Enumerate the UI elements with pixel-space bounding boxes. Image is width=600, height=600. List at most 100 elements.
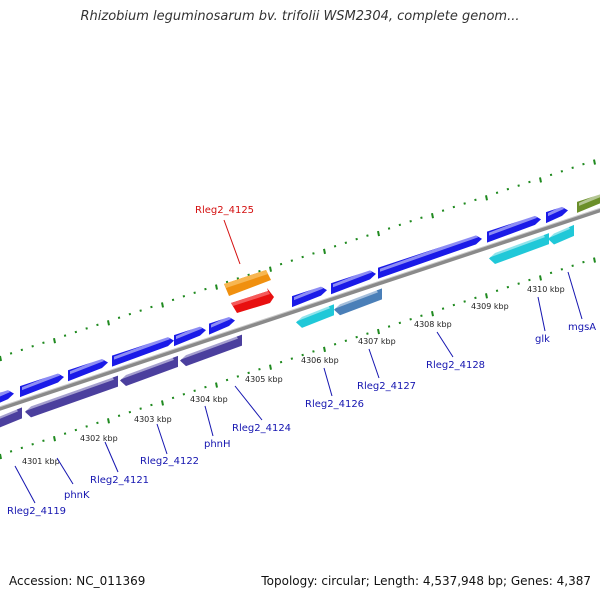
tick-mark (312, 252, 315, 255)
cds-reverse-arrow[interactable] (0, 407, 22, 429)
feature-orange-bar-top (224, 270, 268, 288)
tick-mark (150, 403, 153, 407)
kbp-label: 4307 kbp (358, 337, 396, 346)
genome-backbone (0, 208, 600, 411)
tick-mark (161, 400, 164, 406)
tick-mark (539, 275, 542, 281)
tick-mark (485, 195, 488, 201)
tick-mark (20, 446, 24, 450)
tick-mark (506, 187, 510, 191)
gene-label-rleg2-4124[interactable]: Rleg2_4124 (232, 423, 291, 434)
tick-mark (0, 453, 2, 460)
cds-reverse-arrow-shade (27, 376, 114, 411)
cds-forward-arrow-shade (294, 285, 323, 301)
cds-forward-arrow[interactable] (292, 286, 327, 308)
tick-mark (9, 450, 13, 453)
tick-mark (279, 262, 283, 266)
cds-forward-arrow[interactable] (378, 235, 482, 279)
tick-mark (528, 180, 531, 184)
tick-mark (85, 327, 88, 330)
gene-label-rleg2-4122[interactable]: Rleg2_4122 (140, 456, 199, 467)
tick-mark (495, 191, 499, 194)
tick-mark (225, 280, 229, 284)
cds-forward-arrow[interactable] (174, 326, 206, 347)
tick-mark (571, 264, 574, 267)
tick-mark (582, 162, 585, 166)
tick-mark (269, 266, 272, 272)
cds-forward-arrow[interactable] (20, 373, 64, 398)
cds-forward-arrow[interactable] (112, 337, 174, 367)
tick-mark (171, 298, 175, 302)
tick-mark (517, 282, 520, 285)
highlight-features (224, 270, 274, 313)
tick-mark (107, 418, 110, 424)
gene-label-rleg2-4125[interactable]: Rleg2_4125 (195, 205, 254, 216)
cds-forward-arrow-shade (333, 269, 372, 288)
cds-forward-arrow[interactable] (546, 206, 568, 224)
kbp-label: 4305 kbp (245, 375, 283, 384)
reverse-strand-features (0, 224, 574, 429)
cds-forward-arrow-shade (70, 357, 104, 375)
tick-mark (236, 277, 240, 280)
inner-tick-ring (0, 257, 596, 460)
gene-label-rleg2-4127[interactable]: Rleg2_4127 (357, 381, 416, 392)
gene-label-phnk[interactable]: phnK (64, 490, 90, 501)
tick-mark (269, 364, 272, 370)
cds-reverse-arrow-shade (122, 356, 174, 380)
tick-mark (539, 177, 542, 183)
gene-label-glk[interactable]: glk (535, 334, 550, 345)
gene-label-phnh[interactable]: phnH (204, 439, 231, 450)
kbp-label: 4309 kbp (471, 302, 509, 311)
outer-tick-ring (0, 159, 596, 362)
tick-mark (139, 309, 142, 312)
kbp-label: 4308 kbp (414, 320, 452, 329)
tick-mark (549, 271, 553, 275)
kbp-label: 4310 kbp (527, 285, 565, 294)
tick-mark (53, 337, 56, 344)
gene-label-rleg2-4119[interactable]: Rleg2_4119 (7, 506, 66, 517)
tick-mark (387, 227, 391, 230)
tick-mark (431, 310, 434, 317)
tick-mark (301, 353, 304, 357)
cds-forward-arrow-shade (22, 372, 60, 391)
tick-mark (31, 443, 34, 446)
gene-label-rleg2-4128[interactable]: Rleg2_4128 (426, 360, 485, 371)
tick-mark (290, 259, 294, 262)
cds-forward-arrow-shade (380, 234, 478, 272)
tick-mark (333, 245, 337, 248)
gene-label-rleg2-4121[interactable]: Rleg2_4121 (90, 475, 149, 486)
cds-forward-arrow[interactable] (331, 270, 376, 295)
genome-backbone-highlight (0, 207, 600, 408)
topology-summary-text: Topology: circular; Length: 4,537,948 bp… (261, 574, 591, 588)
cds-forward-arrow-shade (0, 389, 10, 397)
cds-forward-arrow[interactable] (68, 358, 108, 382)
tick-mark (560, 170, 564, 173)
cds-forward-arrow[interactable] (487, 215, 541, 243)
kbp-label: 4302 kbp (80, 434, 118, 443)
tick-mark (225, 378, 229, 382)
tick-mark (204, 287, 207, 291)
tick-mark (441, 307, 445, 310)
cds-forward-arrow[interactable] (209, 316, 235, 335)
cds-forward-arrow-shade (548, 205, 564, 217)
tick-mark (593, 159, 596, 165)
cds-forward-arrow-shade (211, 315, 231, 328)
tick-mark (398, 321, 402, 325)
gene-label-rleg2-4126[interactable]: Rleg2_4126 (305, 399, 364, 410)
tick-mark (474, 296, 477, 300)
tick-mark (582, 260, 585, 264)
cds-reverse-arrow-shade (0, 408, 18, 419)
tick-mark (182, 393, 186, 396)
tick-mark (312, 350, 315, 353)
tick-mark (74, 330, 78, 334)
tick-mark (139, 407, 142, 410)
gene-label-mgsa[interactable]: mgsA (568, 322, 596, 333)
cds-reverse-arrow-shade (182, 335, 238, 360)
tick-mark (377, 328, 380, 335)
tick-mark (96, 421, 99, 425)
tick-mark (387, 325, 391, 328)
map-title: Rhizobium leguminosarum bv. trifolii WSM… (80, 9, 520, 24)
tick-mark (150, 305, 153, 309)
tick-mark (42, 341, 45, 344)
